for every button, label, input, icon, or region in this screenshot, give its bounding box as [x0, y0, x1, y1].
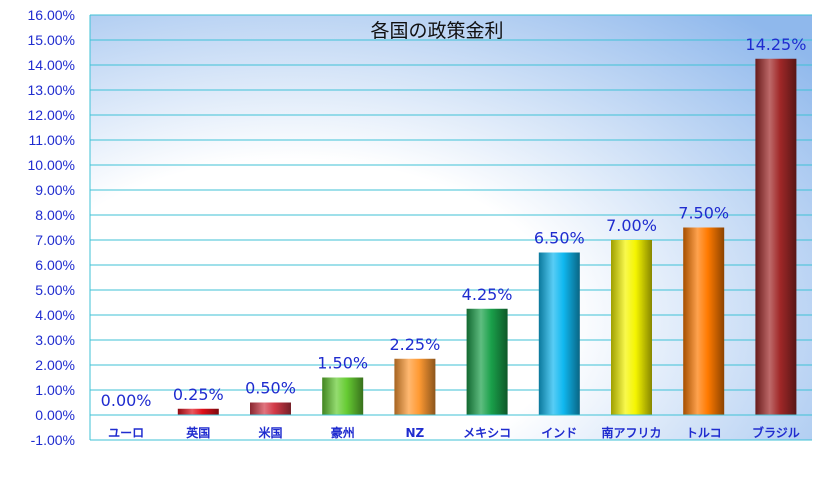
category-label: 豪州 [331, 425, 355, 440]
category-label: ユーロ [108, 426, 144, 440]
bar [466, 308, 508, 415]
y-tick-label: 10.00% [28, 157, 75, 173]
category-label: NZ [406, 426, 425, 440]
category-label: メキシコ [463, 426, 511, 440]
bar [611, 240, 652, 415]
y-tick-label: 4.00% [35, 307, 75, 323]
data-label: 14.25% [745, 35, 806, 54]
y-tick-label: 11.00% [29, 132, 75, 148]
y-tick-label: 2.00% [35, 357, 75, 373]
data-label: 0.25% [173, 385, 224, 404]
y-tick-label: 0.00% [35, 407, 75, 423]
chart-title: 各国の政策金利 [370, 20, 503, 42]
y-tick-label: 13.00% [28, 82, 75, 98]
data-label: 4.25% [462, 285, 513, 304]
y-axis-tick-labels: 16.00% 15.00% 14.00% 13.00% 12.00% 11.00% 10.0… [28, 7, 75, 448]
data-label: 7.00% [606, 216, 657, 235]
bar [394, 358, 436, 415]
data-label: 0.50% [245, 379, 296, 398]
y-tick-label: 9.00% [35, 182, 75, 198]
category-label: 南アフリカ [601, 425, 661, 440]
data-label: 6.50% [534, 229, 585, 248]
category-label: トルコ [686, 426, 722, 440]
y-tick-label: 3.00% [35, 332, 75, 348]
bar [322, 377, 364, 415]
y-tick-label: 16.00% [28, 7, 75, 23]
y-tick-label: 5.00% [35, 282, 75, 298]
bar [538, 252, 580, 415]
data-label: 2.25% [389, 335, 440, 354]
y-tick-label: 7.00% [35, 232, 75, 248]
y-tick-label: 6.00% [35, 257, 75, 273]
category-label: 英国 [186, 425, 210, 440]
y-tick-label: 14.00% [28, 57, 75, 73]
y-tick-label: 12.00% [28, 107, 75, 123]
category-label: 米国 [258, 425, 282, 440]
data-label: 0.00% [101, 391, 152, 410]
y-tick-label: 8.00% [35, 207, 75, 223]
data-label: 1.50% [317, 354, 368, 373]
y-tick-label: -1.00% [31, 432, 75, 448]
bars [177, 58, 797, 415]
category-label: インド [541, 426, 577, 440]
y-tick-label: 1.00% [35, 382, 75, 398]
x-axis-category-labels: ユーロ 英国 米国 豪州 NZ メキシコ インド 南アフリカ トルコ ブラジル [108, 425, 800, 440]
y-tick-label: 15.00% [28, 32, 75, 48]
data-label: 7.50% [678, 204, 729, 223]
bar [250, 402, 291, 415]
category-label: ブラジル [752, 425, 800, 440]
bar [683, 227, 725, 415]
bar [755, 58, 797, 415]
bar [177, 408, 219, 415]
data-labels: 0.00% 0.25% 0.50% 1.50% 2.25% 4.25% 6.50% 7.00%… [101, 35, 807, 410]
